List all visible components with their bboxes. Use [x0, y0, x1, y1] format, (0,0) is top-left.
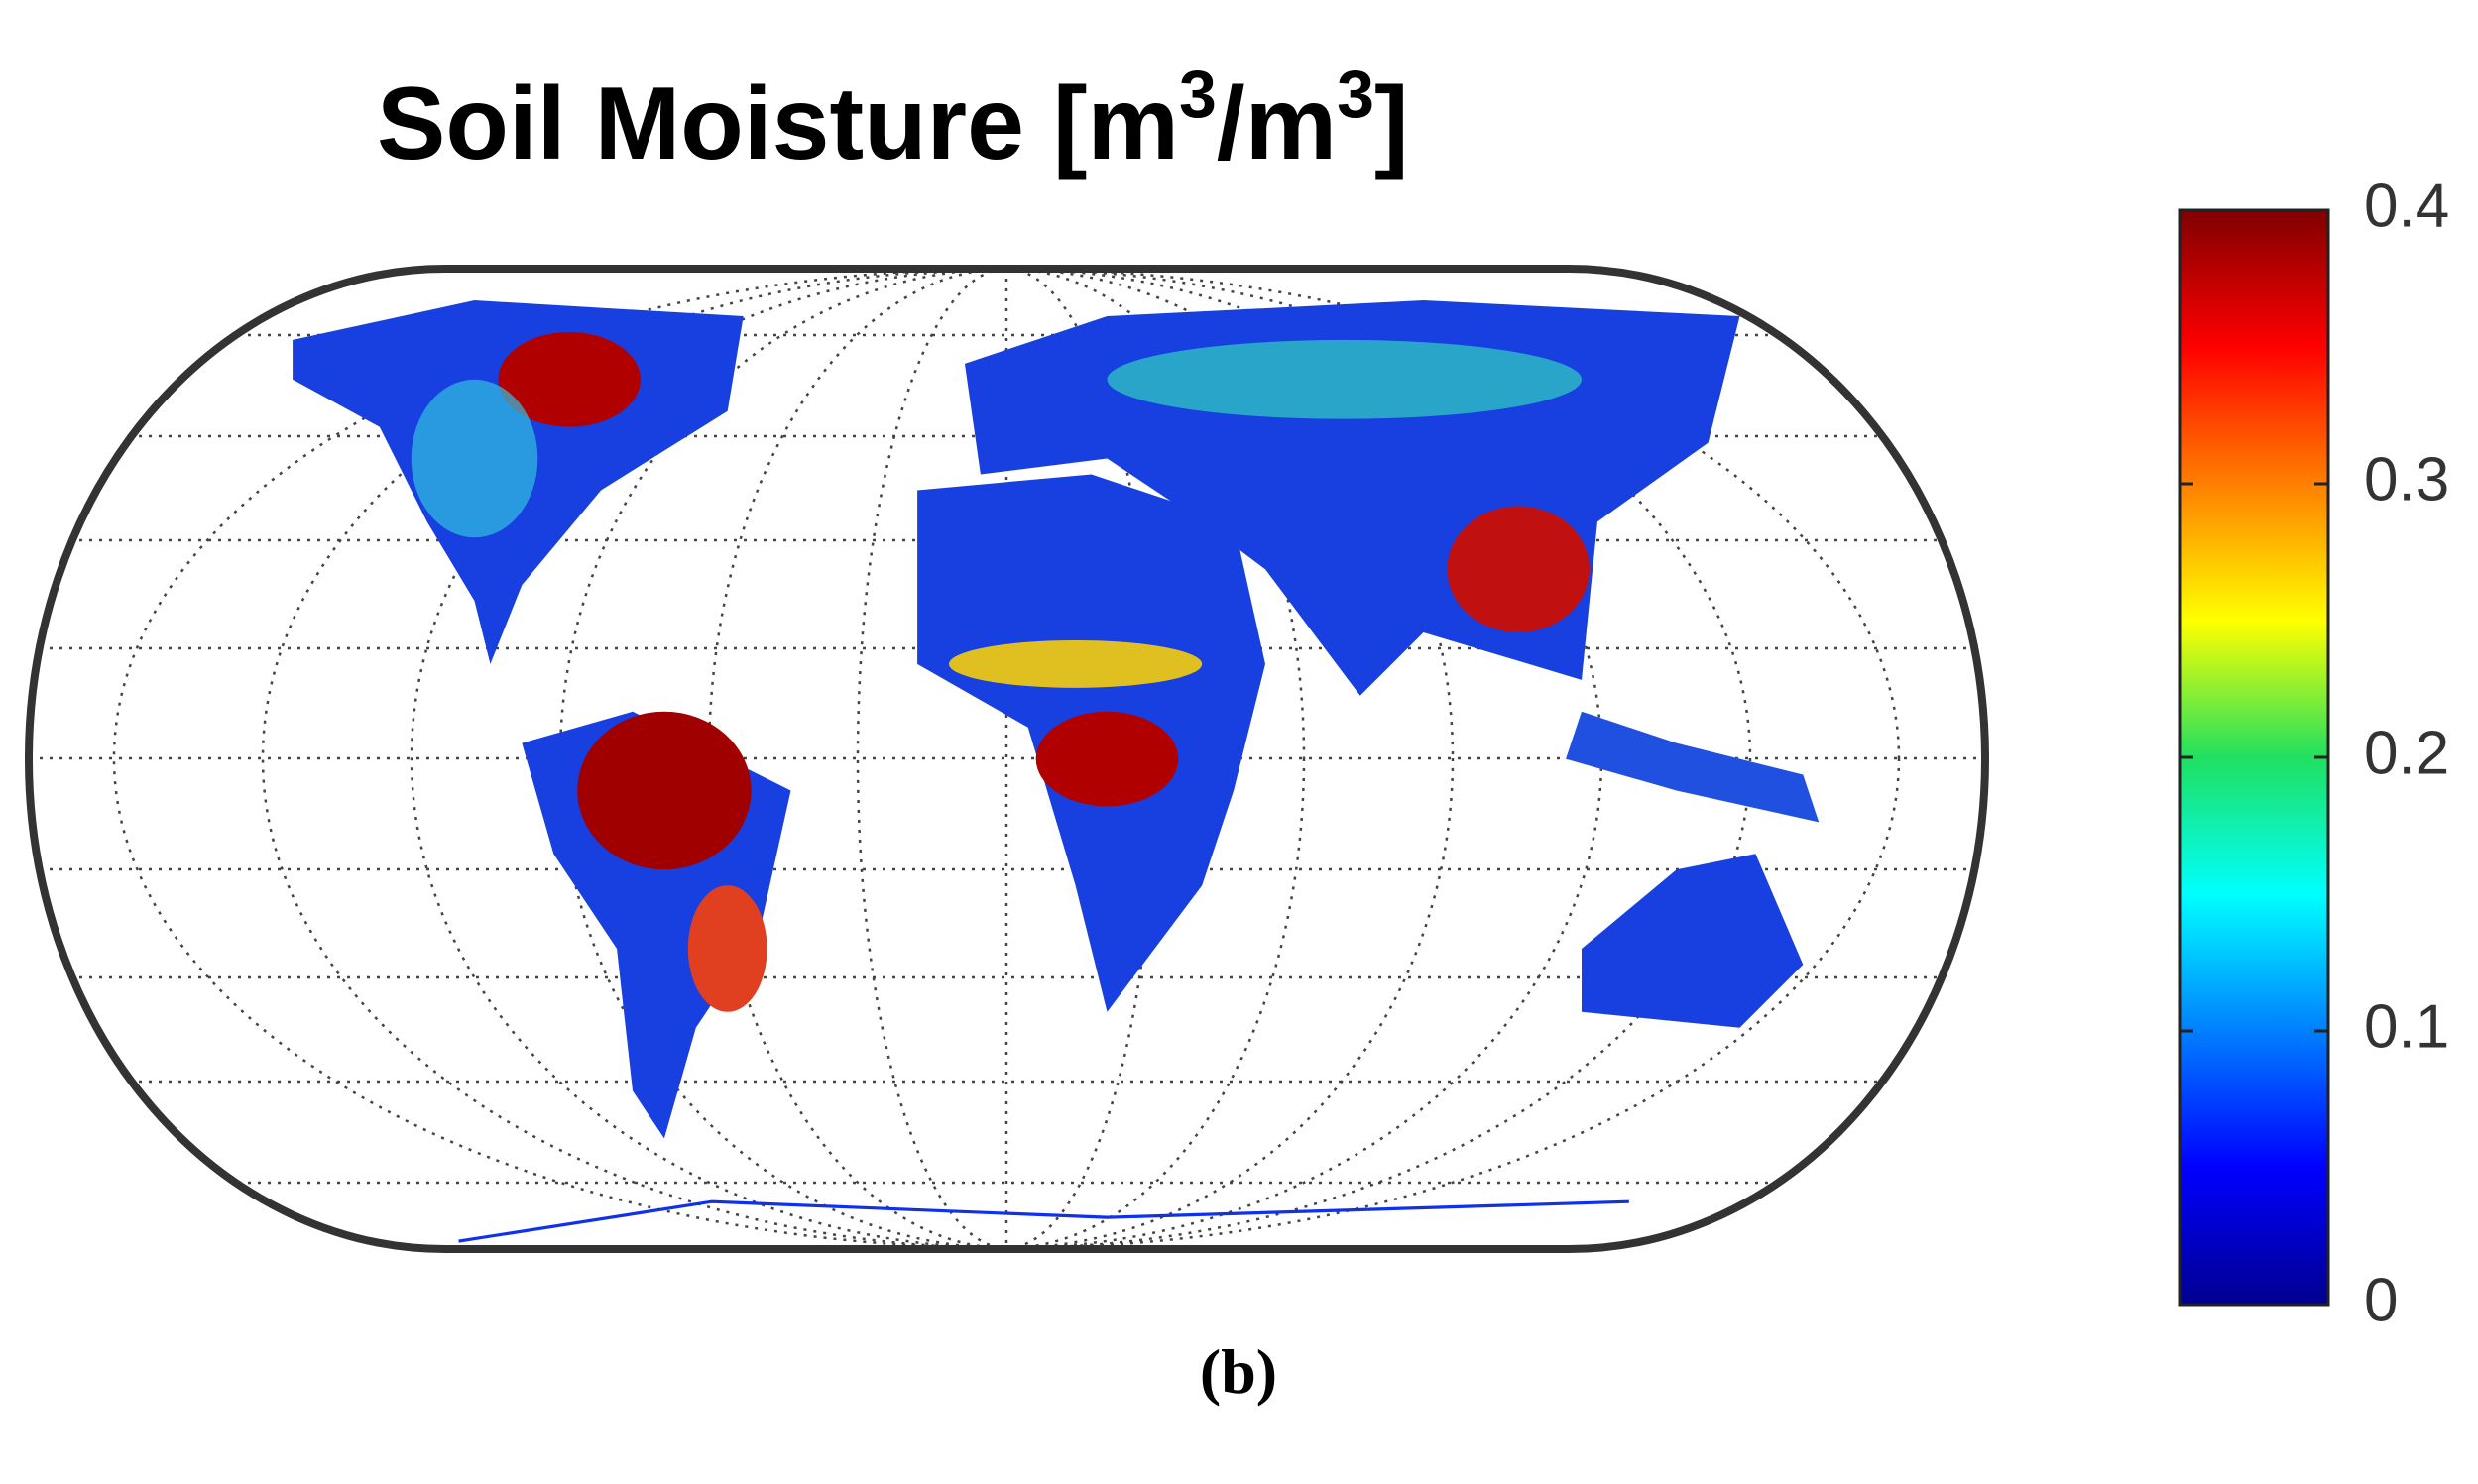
colorbar-tick-label: 0.3: [2364, 445, 2449, 514]
caption: (b): [1200, 1336, 1277, 1407]
colorbar-ticks: 0 0.1 0.2 0.3 0.4: [2180, 171, 2449, 1334]
colorbar-tick-label: 0: [2364, 1266, 2398, 1334]
title-text: ]: [1374, 66, 1409, 181]
map-frame: [25, 265, 1989, 1253]
title-text: Soil Moisture [m: [377, 66, 1179, 181]
title-text: /m: [1217, 66, 1337, 181]
title-superscript: 3: [1337, 57, 1374, 132]
map: [29, 269, 1985, 1249]
land: [293, 300, 1820, 1243]
map-title: Soil Moisture [m3/m3]: [377, 57, 1409, 181]
colorbar-tick-label: 0.2: [2364, 719, 2449, 787]
colorbar-tick-label: 0.1: [2364, 992, 2449, 1061]
title-superscript: 3: [1179, 57, 1217, 132]
colorbar-tick-label: 0.4: [2364, 171, 2449, 240]
colorbar: [2178, 208, 2330, 1307]
